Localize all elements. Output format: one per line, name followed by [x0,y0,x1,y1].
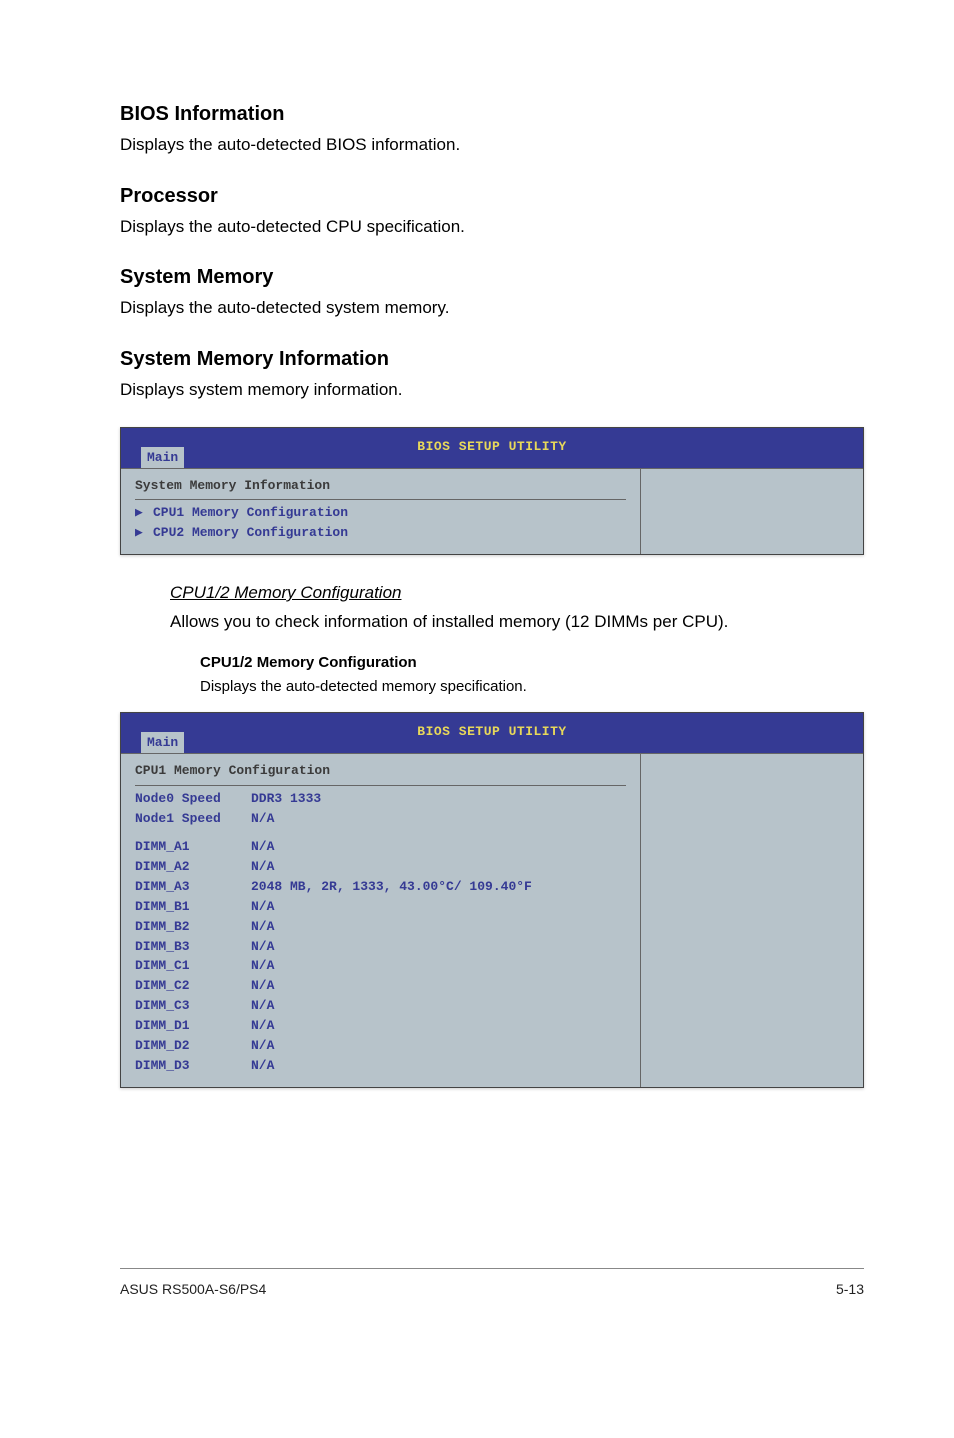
dimm-label: DIMM_A3 [135,878,223,897]
bios-panel-cpu1-mem-config: BIOS SETUP UTILITY Main CPU1 Memory Conf… [120,712,864,1088]
body-processor: Displays the auto-detected CPU specifica… [120,215,864,240]
dimm-label: DIMM_C3 [135,997,223,1016]
dimm-value: N/A [251,838,274,857]
dimm-value: N/A [251,957,274,976]
dimm-label: DIMM_D1 [135,1017,223,1036]
heading-bios-info: BIOS Information [120,100,864,129]
dimm-row: DIMM_A1 N/A [135,838,626,857]
dimm-label: DIMM_B3 [135,938,223,957]
bios-menu-item[interactable]: ▶ CPU1 Memory Configuration [135,504,626,523]
body-sys-mem: Displays the auto-detected system memory… [120,296,864,321]
bios-panel-left: System Memory Information ▶ CPU1 Memory … [121,469,640,555]
triangle-right-icon: ▶ [135,504,145,523]
dimm-label: DIMM_B2 [135,918,223,937]
body-bios-info: Displays the auto-detected BIOS informat… [120,133,864,158]
bios-menu-item-label: CPU1 Memory Configuration [153,504,348,523]
dimm-row: DIMM_A2 N/A [135,858,626,877]
bios-divider [135,785,626,786]
bios-panel-sys-mem-info: BIOS SETUP UTILITY Main System Memory In… [120,427,864,556]
node-label: Node0 Speed [135,790,223,809]
bios-divider [135,499,626,500]
dimm-row: DIMM_A3 2048 MB, 2R, 1333, 43.00°C/ 109.4… [135,878,626,897]
bios-tab-main: Main [141,732,184,753]
page-footer: ASUS RS500A-S6/PS4 5-13 [120,1268,864,1299]
dimm-row: DIMM_D3 N/A [135,1057,626,1076]
dimm-label: DIMM_D2 [135,1037,223,1056]
footer-right: 5-13 [836,1279,864,1299]
dimm-value: N/A [251,1037,274,1056]
bios-panel-heading: System Memory Information [135,477,626,496]
bios-panel-heading: CPU1 Memory Configuration [135,762,626,781]
bios-header: BIOS SETUP UTILITY Main [121,428,863,468]
dimm-label: DIMM_A1 [135,838,223,857]
dimm-value: N/A [251,1017,274,1036]
bios-panel-right [640,469,863,555]
bios-title: BIOS SETUP UTILITY [417,723,566,742]
dimm-value: 2048 MB, 2R, 1333, 43.00°C/ 109.40°F [251,878,532,897]
heading-processor: Processor [120,182,864,211]
bios-tab-main: Main [141,447,184,468]
triangle-right-icon: ▶ [135,524,145,543]
dimm-value: N/A [251,1057,274,1076]
subsubheading-cpu-mem-config: CPU1/2 Memory Configuration [200,652,864,674]
subheading-cpu-mem-config: CPU1/2 Memory Configuration [170,581,864,606]
dimm-row: DIMM_C3 N/A [135,997,626,1016]
bios-menu-item[interactable]: ▶ CPU2 Memory Configuration [135,524,626,543]
node-label: Node1 Speed [135,810,223,829]
bios-panel-right [640,754,863,1087]
dimm-label: DIMM_C1 [135,957,223,976]
dimm-label: DIMM_A2 [135,858,223,877]
body-sys-mem-info: Displays system memory information. [120,378,864,403]
dimm-row: DIMM_C1 N/A [135,957,626,976]
bios-header: BIOS SETUP UTILITY Main [121,713,863,753]
dimm-row: DIMM_B3 N/A [135,938,626,957]
node-value: DDR3 1333 [251,790,321,809]
heading-sys-mem-info: System Memory Information [120,345,864,374]
heading-sys-mem: System Memory [120,263,864,292]
dimm-value: N/A [251,898,274,917]
subbody-cpu-mem-config: Allows you to check information of insta… [170,610,864,635]
dimm-row: DIMM_B2 N/A [135,918,626,937]
bios-menu-item-label: CPU2 Memory Configuration [153,524,348,543]
footer-left: ASUS RS500A-S6/PS4 [120,1279,266,1299]
bios-title: BIOS SETUP UTILITY [417,438,566,457]
dimm-row: DIMM_D1 N/A [135,1017,626,1036]
node-speed-row: Node0 Speed DDR3 1333 [135,790,626,809]
node-value: N/A [251,810,274,829]
dimm-value: N/A [251,997,274,1016]
subsubbody-cpu-mem-config: Displays the auto-detected memory specif… [200,676,864,698]
dimm-value: N/A [251,977,274,996]
dimm-row: DIMM_B1 N/A [135,898,626,917]
node-speed-row: Node1 Speed N/A [135,810,626,829]
dimm-row: DIMM_C2 N/A [135,977,626,996]
dimm-value: N/A [251,918,274,937]
bios-panel-left: CPU1 Memory Configuration Node0 Speed DD… [121,754,640,1087]
dimm-value: N/A [251,858,274,877]
dimm-row: DIMM_D2 N/A [135,1037,626,1056]
dimm-value: N/A [251,938,274,957]
dimm-label: DIMM_D3 [135,1057,223,1076]
dimm-label: DIMM_C2 [135,977,223,996]
dimm-label: DIMM_B1 [135,898,223,917]
